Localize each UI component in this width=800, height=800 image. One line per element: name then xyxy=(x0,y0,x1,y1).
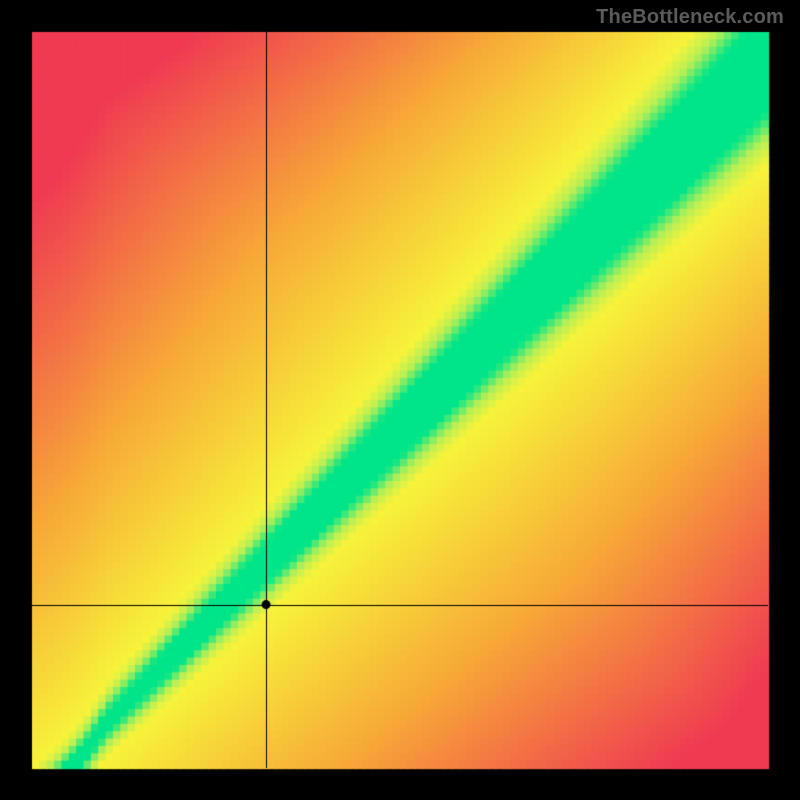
watermark-text: TheBottleneck.com xyxy=(596,6,784,29)
bottleneck-heatmap-canvas xyxy=(0,0,800,800)
chart-container: TheBottleneck.com xyxy=(0,0,800,800)
